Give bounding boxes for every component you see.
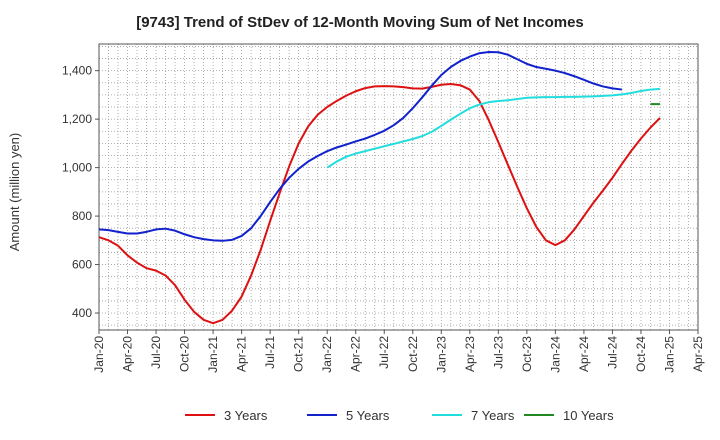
axis-layer: 400 600 800 1,000 1,200 1,400 Jan-20 Apr-20 Jul-… [62,43,705,373]
legend-label-7-years: 7 Years [471,408,515,423]
y-tick-label: 1,000 [62,161,92,175]
x-tick-label: Apr-24 [577,336,591,372]
x-tick-label: Apr-20 [121,336,135,372]
y-axis-title: Amount (million yen) [7,133,22,252]
y-tick-label: 600 [72,258,92,272]
x-tick-label: Jul-21 [263,336,277,369]
x-tick-label: Oct-24 [634,336,648,372]
grid-layer [98,44,699,330]
x-tick-label: Apr-23 [463,336,477,372]
x-tick-label: Oct-21 [292,336,306,372]
series-line-5-years [98,51,623,242]
series-line-3-years [98,82,661,325]
x-tick-label: Apr-22 [349,336,363,372]
series-layer [98,51,661,325]
series-line-7-years [326,87,661,169]
x-tick-label: Apr-21 [235,336,249,372]
plot-frame [98,43,699,331]
legend-label-5-years: 5 Years [346,408,390,423]
y-tick-label: 1,400 [62,64,92,78]
x-tick-label: Oct-22 [406,336,420,372]
legend-label-10-years: 10 Years [563,408,614,423]
x-tick-label: Jul-24 [605,336,619,369]
x-tick-label: Oct-20 [178,336,192,372]
chart-title: [9743] Trend of StDev of 12-Month Moving… [136,14,584,31]
x-tick-label: Jan-23 [434,336,448,373]
x-tick-label: Jan-21 [206,336,220,373]
legend-label-3-years: 3 Years [224,408,268,423]
y-tick-label: 800 [72,209,92,223]
legend: 3 Years 5 Years 7 Years 10 Years [185,408,614,423]
x-tick-label: Jul-20 [149,336,163,369]
x-tick-label: Jan-22 [320,336,334,373]
x-tick-label: Oct-23 [520,336,534,372]
x-tick-label: Jan-25 [662,336,676,373]
x-tick-label: Apr-25 [691,336,705,372]
y-tick-label: 1,200 [62,112,92,126]
y-tick-label: 400 [72,306,92,320]
x-tick-label: Jan-20 [92,336,106,373]
x-tick-label: Jan-24 [548,336,562,373]
x-tick-label: Jul-23 [491,336,505,369]
x-tick-label: Jul-22 [377,336,391,369]
